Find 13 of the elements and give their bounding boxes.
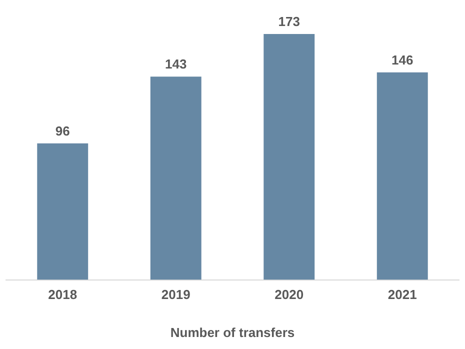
bar: [37, 143, 88, 280]
x-tick-label: 2020: [274, 287, 304, 302]
data-label: 173: [278, 14, 300, 30]
data-label: 143: [165, 56, 187, 72]
x-tick-label: 2019: [161, 287, 190, 302]
x-axis-title: Number of transfers: [170, 324, 295, 340]
x-tick-label: 2018: [48, 287, 78, 302]
x-tick-label: 2021: [388, 287, 417, 302]
data-label: 96: [55, 123, 70, 138]
data-label: 146: [392, 52, 414, 68]
bar: [376, 72, 428, 280]
bar: [150, 76, 202, 280]
bar: [264, 34, 315, 280]
